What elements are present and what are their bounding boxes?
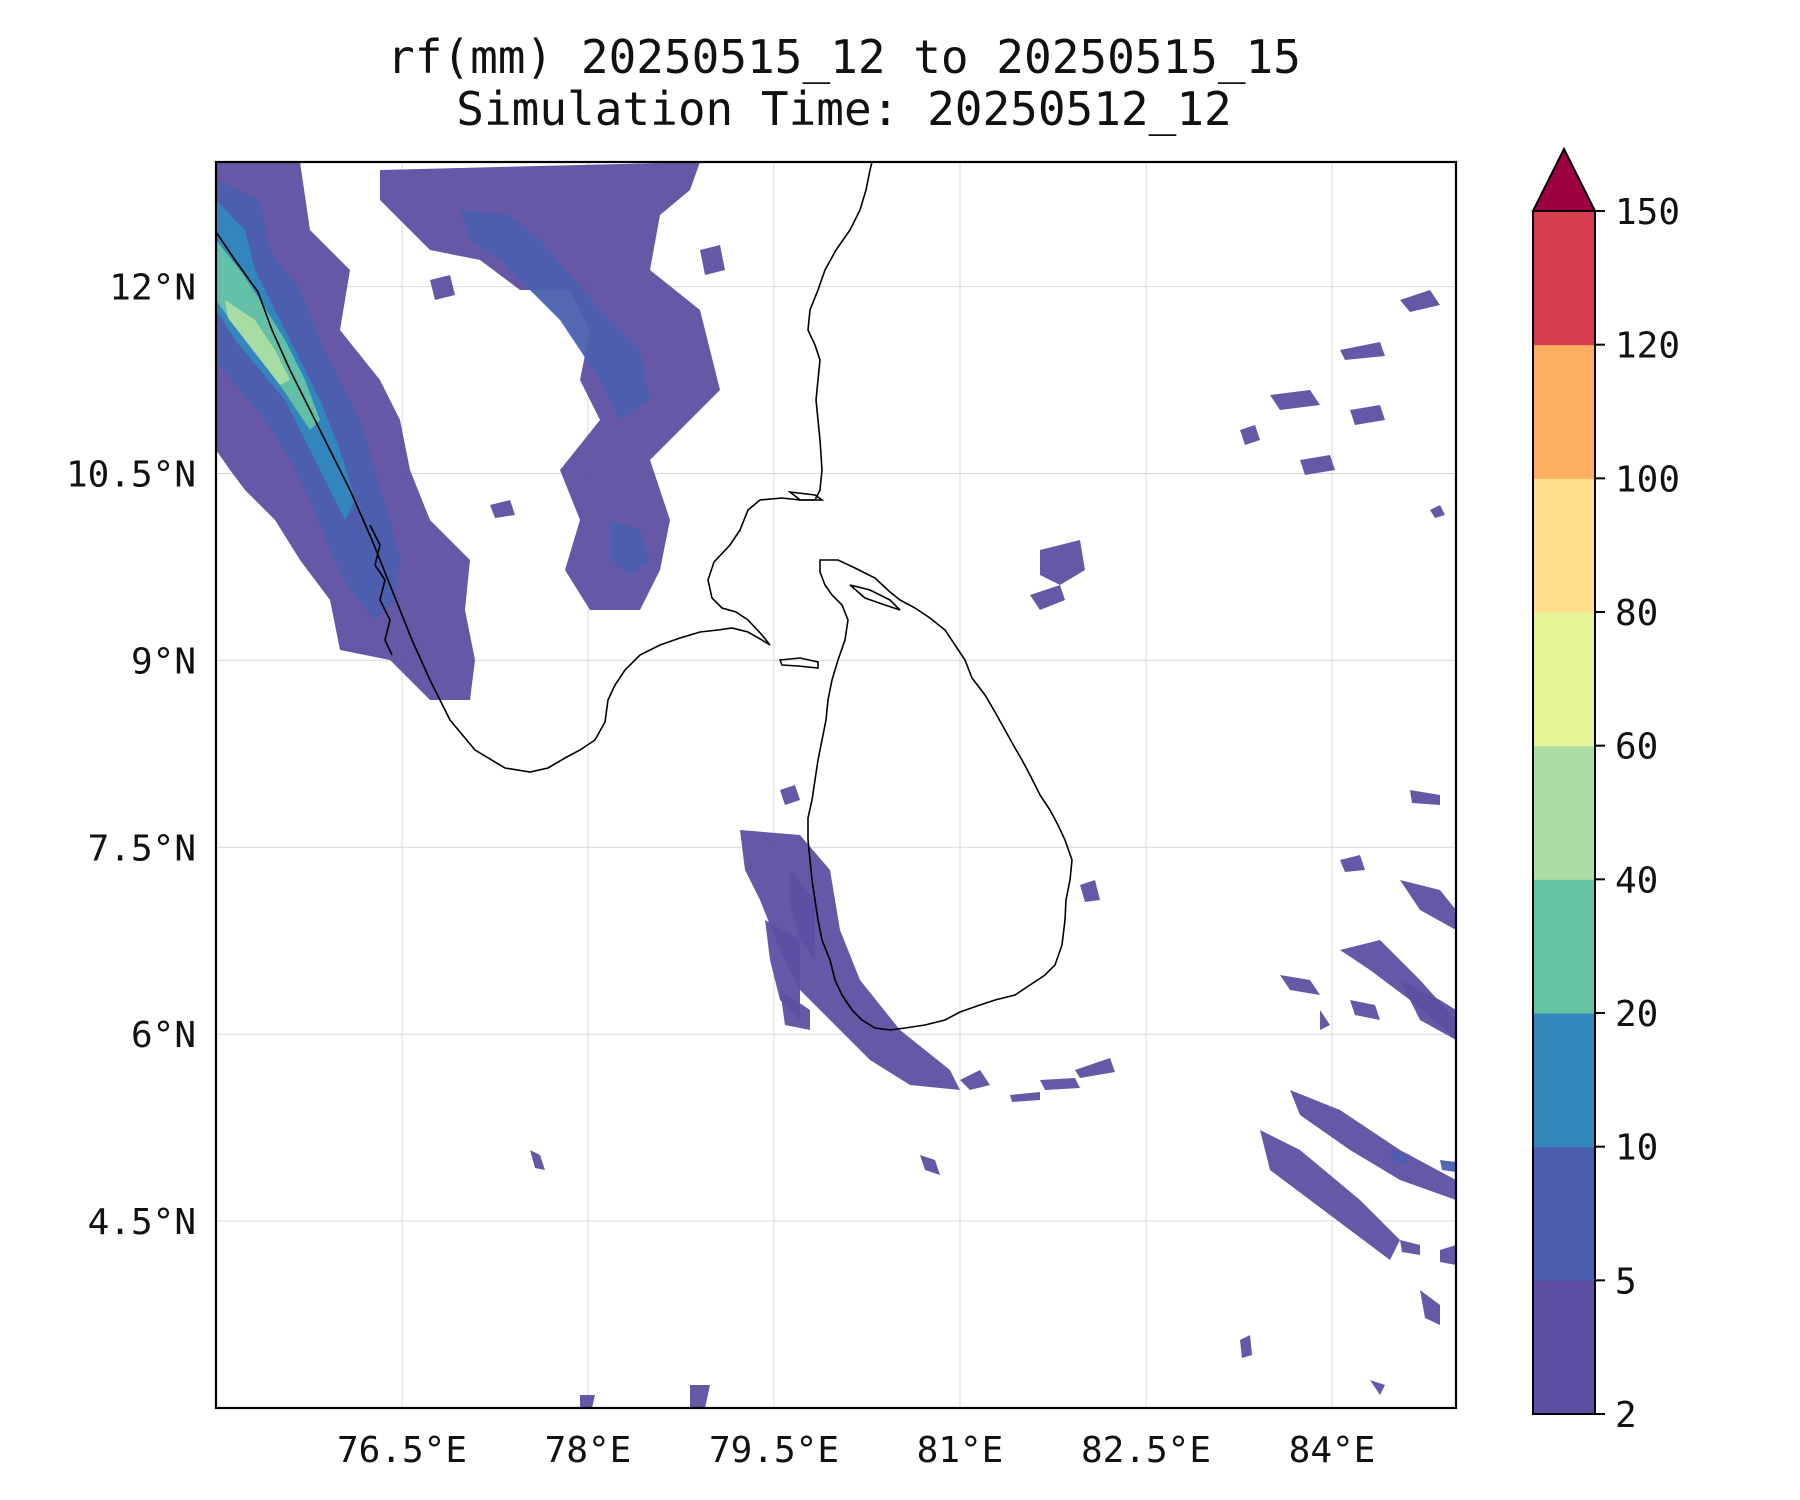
colorbar-tick-label: 150 [1615,192,1680,233]
colorbar-segment [1533,1146,1595,1281]
y-tick-label: 12°N [109,268,196,309]
colorbar-segment [1533,745,1595,880]
x-tick-label: 76.5°E [337,1430,467,1471]
kerala-backwaters [369,524,393,656]
colorbar-segment [1533,344,1595,479]
coastlines [216,162,1073,1031]
colorbar-tick-label: 10 [1615,1128,1658,1169]
figure-subtitle: Simulation Time: 20250512_12 [456,82,1232,136]
mannar-island [778,657,819,669]
x-tick-label: 78°E [545,1430,632,1471]
x-tick-label: 82.5°E [1081,1430,1211,1471]
y-tick-label: 4.5°N [88,1202,196,1243]
colorbar-tick-label: 40 [1615,860,1658,901]
map-frame [214,160,1458,1410]
colorbar-segment [1533,612,1595,747]
colorbar-segment [1533,1280,1595,1415]
y-tick-label: 9°N [131,641,196,682]
x-tick-label: 79.5°E [709,1430,839,1471]
y-tick-label: 10.5°N [66,455,196,496]
colorbar-segment [1533,1013,1595,1148]
colorbar-tick-label: 5 [1615,1261,1637,1302]
colorbar-tick-label: 60 [1615,727,1658,768]
colorbar-segment [1533,879,1595,1014]
x-tick-label: 81°E [917,1430,1004,1471]
colorbar-extend-arrow [1531,146,1597,212]
jaffna-lagoon [849,584,901,611]
colorbar-frame [1532,210,1596,1415]
colorbar-tick-label: 100 [1615,459,1680,500]
colorbar-segment [1533,211,1595,346]
map-gridlines [216,162,1456,1408]
x-tick-label: 84°E [1289,1430,1376,1471]
sri-lanka-coastline [807,559,1073,1031]
india-coastline [216,162,873,773]
pamban-island [787,490,825,501]
y-tick-label: 7.5°N [88,828,196,869]
figure-title: rf(mm) 20250515_12 to 20250515_15 [387,30,1301,84]
colorbar-tick-label: 2 [1615,1395,1637,1436]
colorbar-segment [1533,478,1595,613]
colorbar-tick-label: 80 [1615,593,1658,634]
colorbar-tick-label: 20 [1615,994,1658,1035]
colorbar-tick-label: 120 [1615,326,1680,367]
axis-tick-labels: 76.5°E 78°E 79.5°E 81°E 82.5°E 84°E 12°N 10.5°N… [66,268,1375,1471]
colorbar: 2 5 10 20 40 60 80 100 120 150 [1531,146,1680,1436]
y-tick-label: 6°N [131,1015,196,1056]
